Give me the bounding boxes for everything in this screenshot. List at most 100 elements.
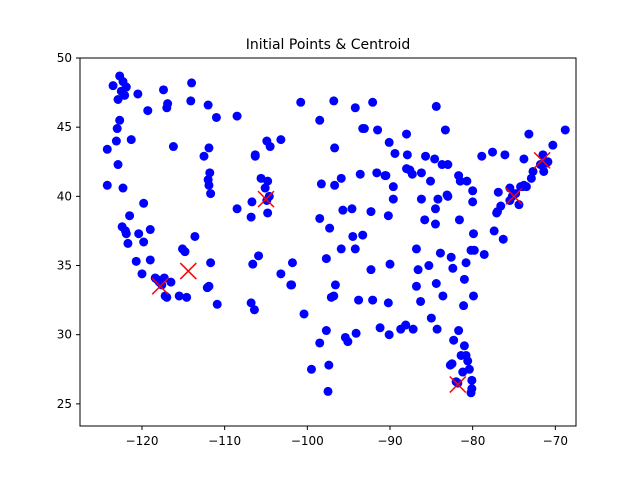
x-axis: −120 −110 −100 −90 −80 −70	[126, 426, 568, 448]
data-point	[524, 129, 534, 139]
y-tick-label: 35	[57, 259, 72, 273]
data-point	[477, 151, 487, 161]
data-point	[145, 225, 155, 235]
plot-frame	[79, 57, 577, 427]
data-point	[375, 323, 385, 333]
data-point	[203, 100, 213, 110]
data-point	[402, 150, 412, 160]
data-point	[265, 142, 275, 152]
data-point	[162, 103, 172, 113]
data-point	[199, 151, 209, 161]
data-point	[442, 190, 452, 200]
data-point	[459, 341, 469, 351]
data-point	[350, 103, 360, 113]
data-point	[186, 96, 196, 106]
data-point	[451, 377, 461, 387]
x-tick-label: −90	[377, 434, 402, 448]
data-point	[548, 140, 558, 150]
data-point	[354, 295, 364, 305]
data-point	[519, 154, 529, 164]
data-point	[325, 223, 335, 233]
data-point	[330, 143, 340, 153]
data-point	[120, 90, 130, 100]
data-point	[120, 226, 130, 236]
data-point	[205, 168, 215, 178]
data-point	[402, 129, 412, 139]
data-point	[500, 150, 510, 160]
data-point	[416, 168, 426, 178]
data-point	[433, 194, 443, 204]
data-point	[420, 215, 430, 225]
data-point	[131, 256, 141, 266]
data-point	[315, 213, 325, 223]
data-point	[247, 197, 257, 207]
data-point	[187, 78, 197, 88]
data-point	[466, 245, 476, 255]
data-point	[430, 154, 440, 164]
data-point	[306, 364, 316, 374]
y-tick-label: 45	[57, 120, 72, 134]
data-point	[468, 291, 478, 301]
data-point	[372, 168, 382, 178]
data-point	[330, 280, 340, 290]
data-point	[402, 164, 412, 174]
centroid-marker	[179, 262, 197, 280]
centroid-marker	[449, 375, 467, 394]
data-point	[296, 97, 306, 107]
data-point	[348, 231, 358, 241]
data-point	[511, 189, 521, 199]
data-point	[338, 205, 348, 215]
x-tick-label: −110	[208, 434, 241, 448]
x-tick-label: −120	[126, 434, 159, 448]
data-point	[459, 274, 469, 284]
data-point	[526, 173, 536, 183]
data-point	[514, 200, 524, 210]
data-point	[455, 176, 465, 186]
x-tick-label: −70	[543, 434, 568, 448]
data-point	[373, 125, 383, 135]
data-point	[134, 229, 144, 239]
data-point	[413, 265, 423, 275]
data-point	[263, 208, 273, 218]
data-point	[248, 259, 258, 269]
data-point	[250, 150, 260, 160]
data-point	[336, 244, 346, 254]
data-point	[108, 81, 118, 91]
data-point	[488, 147, 498, 157]
data-point	[121, 82, 131, 92]
data-point	[115, 115, 125, 125]
data-point	[211, 112, 221, 122]
data-point	[299, 309, 309, 319]
data-point	[329, 96, 339, 106]
data-point	[383, 211, 393, 221]
data-point	[388, 182, 398, 192]
data-point	[411, 281, 421, 291]
data-point	[174, 291, 184, 301]
data-point	[468, 229, 478, 239]
data-point	[113, 95, 123, 105]
data-point	[381, 171, 391, 181]
data-point	[118, 183, 128, 193]
data-point	[492, 208, 502, 218]
data-point	[479, 249, 489, 259]
data-point	[388, 194, 398, 204]
data-point	[384, 330, 394, 340]
data-point	[246, 212, 256, 222]
data-point	[158, 85, 168, 95]
data-point	[448, 263, 458, 273]
centroid-marker	[257, 190, 275, 208]
data-point	[459, 301, 469, 311]
data-point	[204, 143, 214, 153]
chart-title: Initial Points & Centroid	[246, 37, 411, 53]
data-point	[287, 280, 297, 290]
data-point	[411, 244, 421, 254]
data-point	[437, 160, 447, 170]
data-point	[464, 364, 474, 374]
data-point	[430, 204, 440, 214]
data-point	[435, 248, 445, 258]
data-point	[449, 335, 459, 345]
data-point	[440, 125, 450, 135]
data-point	[139, 198, 149, 208]
data-point	[139, 237, 149, 247]
